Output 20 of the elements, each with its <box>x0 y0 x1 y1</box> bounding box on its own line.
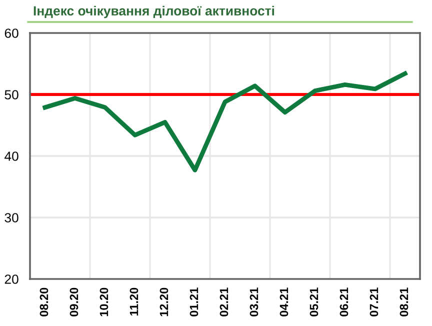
chart-title: Індекс очікування ділової активності <box>34 6 274 18</box>
x-tick-label: 08.20 <box>40 288 48 316</box>
x-tick-label: 06.21 <box>340 288 348 316</box>
x-tick-label: 10.20 <box>100 288 108 316</box>
x-tick-label: 09.20 <box>70 288 78 316</box>
x-tick-label: 12.20 <box>160 288 168 316</box>
x-tick-label: 01.21 <box>190 288 198 316</box>
y-tick-label: 20 <box>4 274 18 284</box>
x-tick-label: 04.21 <box>280 288 288 316</box>
x-tick-label: 08.21 <box>400 288 408 316</box>
line-series <box>42 71 408 172</box>
y-tick-label: 50 <box>4 90 18 100</box>
y-tick-label: 60 <box>4 28 18 38</box>
x-tick-label: 05.21 <box>310 288 318 316</box>
y-tick-label: 40 <box>4 152 18 161</box>
x-tick-label: 11.20 <box>130 288 138 316</box>
x-tick-label: 02.21 <box>220 288 228 316</box>
x-tick-label: 03.21 <box>250 288 258 316</box>
y-tick-label: 30 <box>4 213 18 222</box>
x-tick-label: 07.21 <box>370 288 378 316</box>
